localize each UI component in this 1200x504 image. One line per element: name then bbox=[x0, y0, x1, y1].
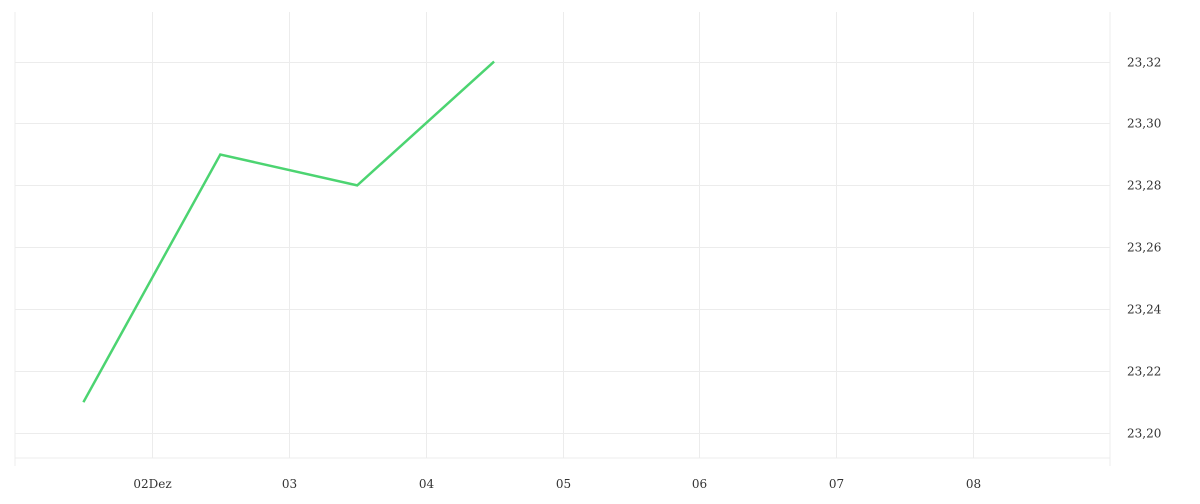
x-tick-label: 06 bbox=[692, 477, 707, 491]
y-tick-label: 23,26 bbox=[1127, 241, 1161, 255]
series-line bbox=[83, 62, 494, 403]
x-tick-label: 05 bbox=[556, 477, 571, 491]
x-tick-label: 03 bbox=[282, 477, 297, 491]
grid bbox=[15, 12, 1110, 466]
y-tick-label: 23,22 bbox=[1127, 365, 1161, 379]
x-tick-label: 07 bbox=[829, 477, 844, 491]
y-axis-labels: 23,20 23,22 23,24 23,26 23,28 23,30 23,32 bbox=[1127, 56, 1162, 441]
x-tick-label: 04 bbox=[419, 477, 435, 491]
y-tick-label: 23,28 bbox=[1127, 179, 1161, 193]
x-axis-labels: 02Dez 03 04 05 06 07 08 bbox=[133, 477, 981, 491]
y-tick-label: 23,30 bbox=[1127, 117, 1161, 131]
x-tick-label: 02Dez bbox=[133, 477, 171, 491]
series-layer bbox=[83, 61, 494, 402]
y-tick-label: 23,20 bbox=[1127, 427, 1161, 441]
y-tick-label: 23,24 bbox=[1127, 303, 1162, 317]
x-tick-label: 08 bbox=[966, 477, 981, 491]
y-tick-label: 23,32 bbox=[1127, 56, 1161, 70]
